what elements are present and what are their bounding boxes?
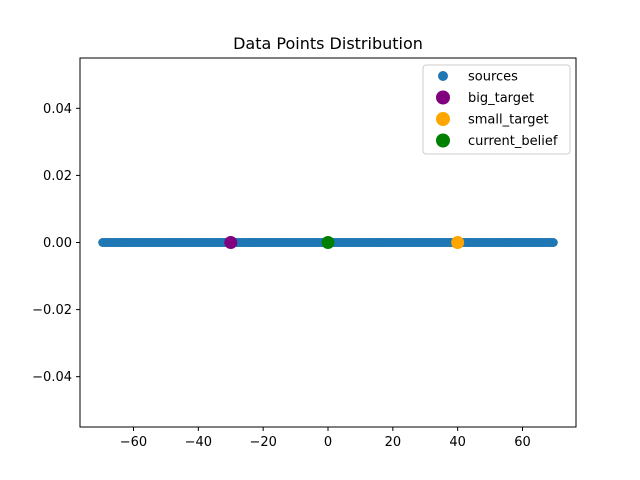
x-tick-label: −40: [185, 435, 212, 450]
legend-marker-big-target: [436, 90, 450, 105]
chart-title: Data Points Distribution: [233, 34, 423, 53]
legend-label-small-target: small_target: [468, 113, 549, 128]
legend-marker-small-target: [436, 112, 450, 126]
y-tick-label: 0.00: [43, 236, 72, 251]
x-tick-label: −20: [249, 435, 276, 450]
y-tick-label: −0.04: [32, 370, 72, 385]
x-tick-label: 20: [385, 435, 402, 450]
y-tick-label: 0.04: [43, 102, 72, 117]
legend-marker-current-belief: [436, 133, 450, 148]
sources-point: [548, 238, 558, 247]
legend-label-big-target: big_target: [468, 91, 534, 106]
points-layer: [98, 236, 558, 249]
y-tick-label: 0.02: [43, 169, 72, 184]
current-belief-point: [321, 236, 335, 249]
legend-label-current-belief: current_belief: [468, 134, 558, 149]
small-target-point: [451, 236, 465, 249]
x-tick-label: 0: [324, 435, 332, 450]
legend: sources big_target small_target current_bel…: [422, 64, 571, 155]
y-tick-label: −0.02: [32, 303, 72, 318]
x-tick-label: 60: [514, 435, 531, 450]
legend-label-sources: sources: [468, 70, 518, 85]
big-target-point: [224, 236, 238, 249]
x-tick-label: 40: [449, 435, 466, 450]
axes-layer: −60 −40 −20 0 20 40 60 −0.04 −0.02 0.00 0.02 0.04: [32, 57, 577, 450]
legend-marker-sources: [438, 71, 448, 81]
legend-box: [422, 64, 571, 155]
x-tick-label: −60: [120, 435, 147, 450]
